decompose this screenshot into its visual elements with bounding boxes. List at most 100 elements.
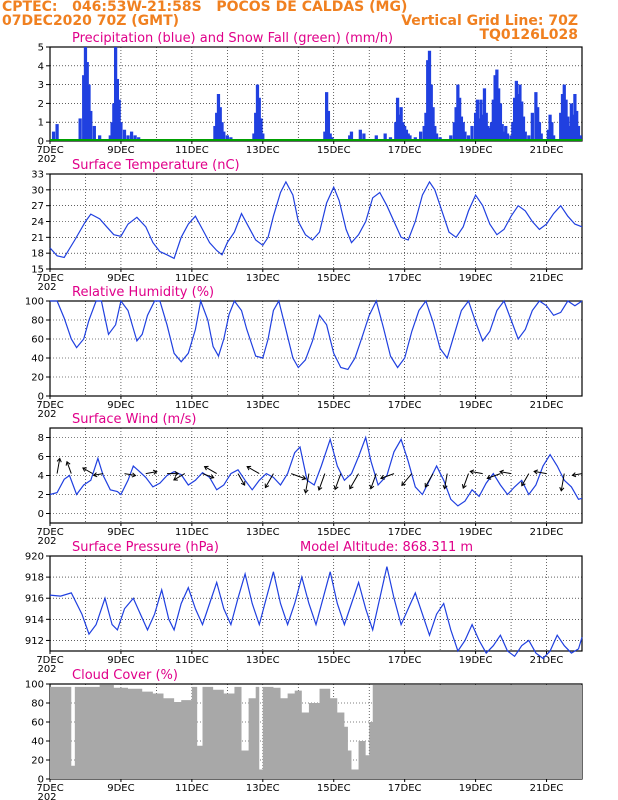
- precip-bar: [255, 84, 260, 141]
- precip-bar: [85, 62, 89, 141]
- wind-arrow-shaft: [66, 461, 72, 474]
- x-tick-label: 21DEC: [530, 273, 564, 284]
- wind-arrow-head: [92, 472, 98, 478]
- precip-bar: [328, 133, 332, 141]
- panel-annotation: Model Altitude: 868.311 m: [300, 540, 473, 555]
- wind-arrow-head: [303, 489, 309, 494]
- precip-bar: [326, 110, 331, 141]
- x-tick-label: 15DEC: [317, 145, 351, 156]
- wind-arrow-head: [65, 460, 71, 466]
- wind-arrow-shaft: [572, 473, 583, 476]
- precip-bar: [481, 114, 485, 141]
- precip-bar: [456, 84, 460, 141]
- precip-bar: [575, 110, 579, 141]
- precip-bar: [434, 133, 439, 141]
- precip-bar: [576, 125, 581, 141]
- x-year-label: 202: [37, 154, 56, 165]
- precip-bar: [539, 133, 543, 141]
- precip-bar: [497, 88, 501, 141]
- wind-arrow-shaft: [334, 473, 342, 490]
- wind-arrow-head: [521, 481, 526, 487]
- panel-1: 15 18 21 24 27 30 33 7DEC 9DEC 11DEC 13DEC 15DEC 17D…: [31, 158, 583, 293]
- precip-bar: [429, 84, 433, 141]
- wind-arrow-head: [559, 486, 565, 492]
- precip-bar: [477, 118, 481, 141]
- y-tick-label: 0: [38, 509, 44, 520]
- precip-bar: [89, 110, 93, 141]
- precip-bar: [325, 92, 329, 141]
- precip-bar: [349, 131, 354, 141]
- x-tick-label: 13DEC: [246, 527, 280, 538]
- precip-bar: [218, 107, 222, 141]
- y-tick-label: 27: [31, 201, 44, 212]
- precip-bar: [427, 50, 432, 142]
- precip-bar: [537, 122, 542, 141]
- y-tick-label: 0: [38, 137, 44, 148]
- precip-bar: [475, 99, 479, 141]
- precip-bar: [83, 47, 88, 141]
- series-line: [49, 566, 583, 660]
- precip-bar: [119, 122, 123, 141]
- panel-4: 912 914 916 918 920 7DEC 9DEC 11DEC 13DEC 15DEC 17…: [25, 540, 583, 675]
- y-tick-label: 15: [31, 265, 44, 276]
- precip-bar: [215, 112, 219, 141]
- x-tick-label: 7DEC: [36, 145, 63, 156]
- panel-5: 0 20 40 60 80 100 7DEC 9DEC 11DEC 13DEC 15DEC 17DEC…: [25, 668, 583, 800]
- x-tick-label: 9DEC: [107, 783, 134, 794]
- precip-bar: [399, 107, 403, 141]
- x-tick-label: 13DEC: [246, 783, 280, 794]
- wind-arrow-shaft: [349, 473, 359, 490]
- precip-bar: [559, 112, 563, 141]
- x-tick-label: 19DEC: [459, 527, 493, 538]
- y-tick-label: 100: [25, 680, 44, 691]
- precip-bar: [521, 116, 526, 141]
- x-tick-label: 21DEC: [530, 400, 564, 411]
- panel-2: 0 20 40 60 80 100 7DEC 9DEC 11DEC 13DEC 15DEC 17DEC…: [25, 285, 583, 420]
- wind-arrow-head: [499, 469, 504, 475]
- x-tick-label: 11DEC: [175, 273, 209, 284]
- x-tick-label: 11DEC: [175, 527, 209, 538]
- precip-bar: [112, 103, 116, 141]
- series-line: [49, 180, 583, 260]
- x-year-label: 202: [37, 536, 56, 547]
- precip-bar: [395, 97, 400, 141]
- precip-bar: [408, 135, 412, 141]
- y-tick-label: 2: [38, 99, 44, 110]
- precip-bar: [479, 99, 483, 141]
- y-tick-label: 916: [25, 594, 44, 605]
- x-tick-label: 7DEC: [36, 400, 63, 411]
- precip-bar: [566, 116, 570, 141]
- wind-arrow-shaft: [291, 473, 306, 480]
- precip-bar: [404, 129, 409, 141]
- date-title: 07DEC2020 70Z (GMT): [2, 13, 180, 29]
- panel-frame: [49, 300, 583, 397]
- wind-arrow-head: [209, 474, 215, 480]
- wind-arrow-shaft: [487, 473, 501, 479]
- wind-arrow-head: [264, 483, 270, 489]
- x-tick-label: 7DEC: [36, 527, 63, 538]
- station-title: CPTEC: 046:53W-21:58S POCOS DE CALDAS (M…: [2, 0, 408, 15]
- x-tick-label: 15DEC: [317, 273, 351, 284]
- precip-bar: [562, 84, 566, 141]
- wind-arrow-shaft: [82, 467, 93, 475]
- x-tick-label: 7DEC: [36, 783, 63, 794]
- wind-arrow-head: [349, 484, 354, 490]
- panel-3: 0 2 4 6 8 7DEC 9DEC 11DEC 13DEC 15DEC 17DEC 19DEC 21…: [36, 412, 583, 547]
- precip-bar: [98, 135, 102, 141]
- wind-arrow-shaft: [237, 473, 246, 486]
- x-tick-label: 15DEC: [317, 655, 351, 666]
- y-tick-label: 80: [31, 699, 44, 710]
- precip-bar: [511, 122, 515, 141]
- wind-arrow-shaft: [145, 471, 157, 475]
- precip-bar: [488, 127, 492, 141]
- wind-arrow-shaft: [56, 458, 61, 474]
- x-tick-label: 21DEC: [530, 655, 564, 666]
- x-tick-label: 9DEC: [107, 273, 134, 284]
- x-year-label: 202: [37, 792, 56, 800]
- precip-bar: [110, 122, 114, 141]
- precip-bar: [115, 78, 120, 141]
- precip-bar: [419, 131, 423, 141]
- precip-bar: [424, 112, 428, 141]
- precip-bar: [374, 135, 378, 141]
- panel-title: Surface Wind (m/s): [72, 412, 196, 427]
